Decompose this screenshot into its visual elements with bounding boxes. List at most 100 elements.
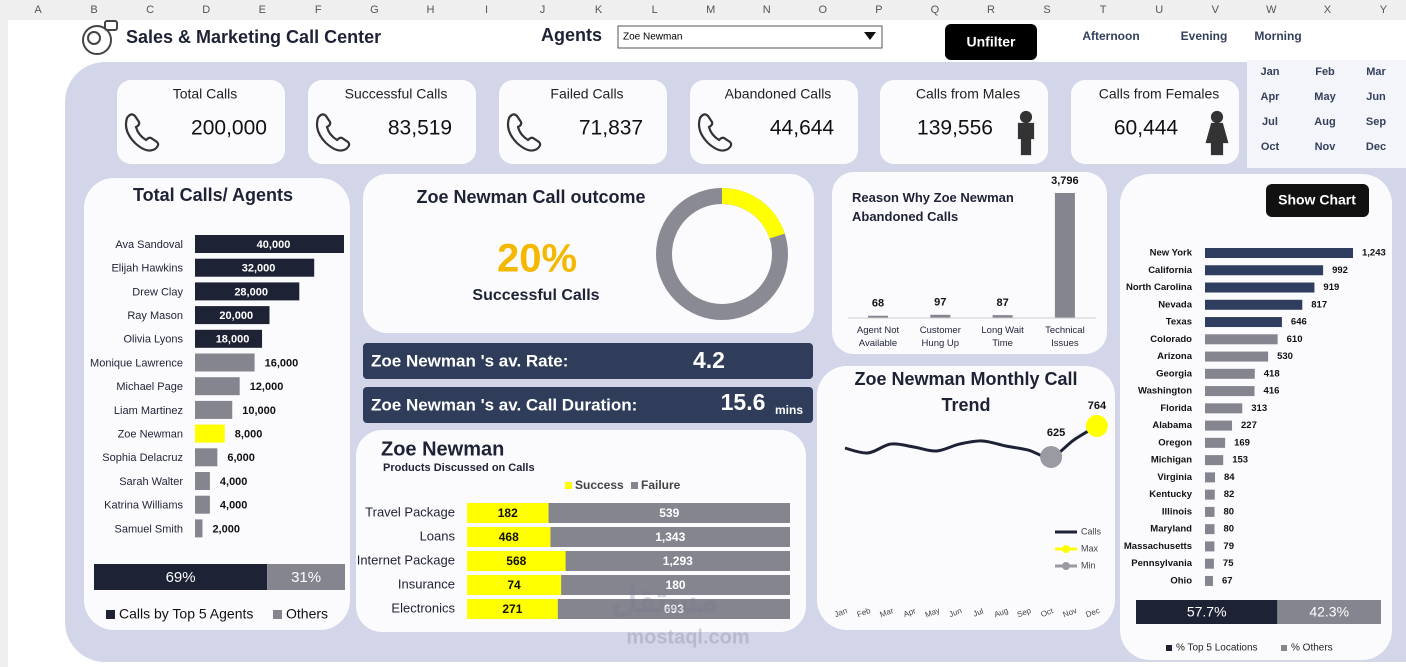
column-header: C	[146, 4, 154, 16]
category-label: Kentucky	[1149, 489, 1192, 500]
month-option[interactable]: Sep	[1366, 116, 1386, 128]
month-option[interactable]: Jan	[1261, 66, 1280, 78]
month-option[interactable]: Feb	[1315, 66, 1335, 78]
value-label: 468	[499, 530, 519, 544]
x-tick-label: Jan	[833, 606, 848, 619]
month-option[interactable]: Apr	[1261, 91, 1281, 103]
category-label: Elijah Hawkins	[111, 263, 183, 275]
unfilter-label: Unfilter	[967, 34, 1017, 50]
split-bar	[267, 564, 345, 590]
bar	[1205, 420, 1233, 431]
duration-unit: mins	[775, 403, 803, 417]
category-label: Ray Mason	[127, 310, 183, 322]
chart-title: Zoe Newman Call outcome	[416, 187, 645, 207]
rate-label: Zoe Newman 's av. Rate:	[371, 351, 568, 370]
watermark: mostaql.com	[626, 626, 749, 648]
month-option[interactable]: Dec	[1366, 141, 1386, 153]
shift-option[interactable]: Afternoon	[1082, 29, 1139, 43]
category-label: Technical Issues	[1045, 325, 1085, 349]
month-option[interactable]: Jul	[1262, 116, 1278, 128]
icon-phone	[315, 113, 351, 152]
bar	[195, 519, 203, 538]
kpi-label: Successful Calls	[345, 86, 448, 102]
month-option[interactable]: Oct	[1261, 141, 1280, 153]
legend-label: Failure	[641, 478, 681, 492]
month-option[interactable]: Aug	[1314, 116, 1335, 128]
logo-icon	[82, 20, 118, 55]
value-label: 2,000	[212, 523, 240, 535]
icon-phone	[697, 113, 733, 152]
value-label: 8,000	[235, 429, 263, 441]
value-label: 313	[1251, 403, 1267, 414]
bar	[195, 400, 233, 419]
chart-title: Total Calls/ Agents	[133, 185, 293, 205]
dropdown[interactable]	[617, 25, 883, 49]
shift-option[interactable]: Morning	[1254, 29, 1301, 43]
category-label: Sarah Walter	[119, 476, 183, 488]
split-bar	[1136, 600, 1278, 624]
value-label: 271	[502, 602, 522, 616]
bar	[1205, 489, 1215, 500]
value-label: 182	[498, 506, 518, 520]
column-header: P	[875, 4, 882, 16]
bar	[195, 448, 218, 467]
bar	[1205, 368, 1255, 379]
kpi-label: Failed Calls	[550, 86, 623, 102]
legend-label: % Top 5 Locations	[1176, 643, 1258, 654]
kpi-value: 200,000	[191, 117, 267, 140]
value-label: 227	[1241, 420, 1257, 431]
legend-swatch	[565, 482, 572, 489]
column-header: X	[1324, 4, 1332, 16]
kpi-value: 83,519	[388, 117, 452, 140]
kpi-icon	[1017, 110, 1035, 156]
month-option[interactable]: Mar	[1366, 66, 1386, 78]
kpi-card	[690, 80, 858, 164]
category-label: Travel Package	[365, 504, 455, 519]
x-tick-label: Jul	[972, 607, 985, 619]
split-bar	[94, 564, 268, 590]
kpi-label: Calls from Females	[1099, 86, 1220, 102]
month-option[interactable]: Nov	[1315, 141, 1337, 153]
value-label: 80	[1224, 524, 1235, 535]
icon-phone	[506, 113, 542, 152]
category-label: North Carolina	[1126, 282, 1193, 293]
value-label: 20,000	[219, 310, 253, 322]
value-label: 4,000	[220, 476, 248, 488]
kpi-value: 71,837	[579, 117, 643, 140]
value-label: 539	[659, 506, 679, 520]
value-label: 416	[1264, 386, 1280, 397]
bar	[1205, 455, 1224, 466]
rate-bar	[363, 343, 813, 379]
month-option[interactable]: May	[1314, 91, 1336, 103]
value-label: 6,000	[227, 452, 255, 464]
category-label: Alabama	[1152, 420, 1192, 431]
column-header: R	[987, 4, 995, 16]
column-header: I	[485, 4, 488, 16]
kpi-label: Total Calls	[173, 86, 238, 102]
category-label: Texas	[1166, 317, 1192, 328]
bar-segment	[467, 527, 551, 547]
column-header: A	[34, 4, 42, 16]
split-bar	[1277, 600, 1381, 624]
bar	[1205, 299, 1303, 310]
kpi-card	[880, 80, 1048, 164]
unfilter-button[interactable]	[945, 24, 1037, 60]
value-label: 693	[664, 602, 684, 616]
value-label: 79	[1223, 541, 1234, 552]
shift-option[interactable]: Evening	[1181, 29, 1228, 43]
category-label: Customer Hung Up	[919, 325, 961, 349]
bar	[195, 282, 300, 301]
month-option[interactable]: Jun	[1366, 91, 1386, 103]
icon-head	[1210, 110, 1224, 124]
bar-segment	[467, 551, 566, 571]
kpi-card	[117, 80, 285, 164]
category-label: Ohio	[1170, 575, 1192, 586]
bar-segment	[565, 551, 790, 571]
card	[817, 366, 1115, 630]
show-chart-button[interactable]	[1266, 184, 1369, 217]
column-header: L	[652, 4, 658, 16]
column-header: U	[1155, 4, 1163, 16]
x-tick-label: Apr	[902, 606, 917, 619]
kpi-value: 44,644	[770, 117, 835, 140]
